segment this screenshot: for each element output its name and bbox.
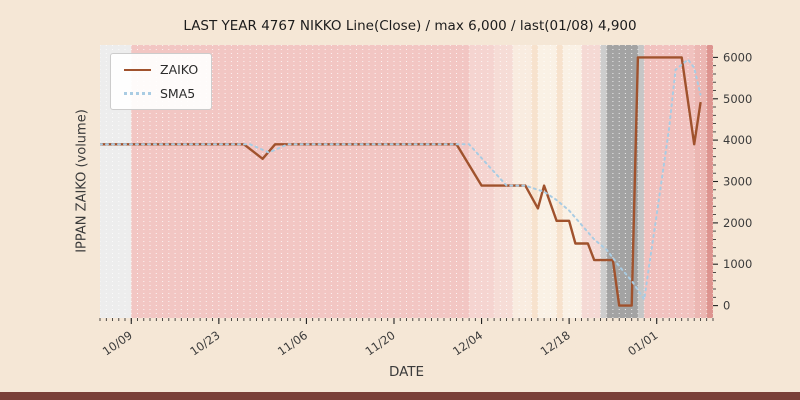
y-tick-label: 2000 bbox=[723, 216, 752, 230]
y-tick-label: 4000 bbox=[723, 133, 752, 147]
x-tick-label: 11/06 bbox=[275, 328, 310, 358]
y-tick-label: 0 bbox=[723, 299, 730, 313]
x-tick-label: 12/04 bbox=[450, 328, 485, 358]
series-line-zaiko bbox=[100, 56, 702, 307]
background-band bbox=[581, 45, 601, 318]
y-tick-label: 1000 bbox=[723, 257, 752, 271]
background-band bbox=[562, 45, 582, 318]
x-axis-label: DATE bbox=[388, 364, 425, 380]
x-tick-label: 01/01 bbox=[625, 328, 660, 358]
x-tick-label: 10/09 bbox=[100, 328, 135, 358]
legend-label-sma5: SMA5 bbox=[160, 86, 196, 101]
zaiko-line-swatch bbox=[124, 68, 151, 71]
y-axis-label: IPPAN ZAIKO (volume) bbox=[74, 109, 90, 253]
series-line-sma5 bbox=[100, 58, 702, 301]
background-band bbox=[531, 45, 538, 318]
bottom-accent-strip bbox=[0, 392, 800, 400]
y-tick-label: 5000 bbox=[723, 92, 752, 106]
background-band bbox=[512, 45, 532, 318]
legend-item-sma5: SMA5 bbox=[124, 86, 198, 101]
background-band bbox=[556, 45, 563, 318]
sma5-line-swatch bbox=[124, 92, 151, 95]
y-tick-label: 3000 bbox=[723, 175, 752, 189]
plot-area bbox=[100, 45, 713, 318]
y-tick-label: 6000 bbox=[723, 50, 752, 64]
legend: ZAIKO SMA5 bbox=[110, 53, 213, 110]
legend-item-zaiko: ZAIKO bbox=[124, 62, 198, 77]
background-band bbox=[637, 45, 645, 318]
background-band bbox=[537, 45, 557, 318]
x-tick-label: 11/20 bbox=[363, 328, 398, 358]
x-tick-label: 12/18 bbox=[538, 328, 573, 358]
background-band bbox=[706, 45, 713, 318]
background-band bbox=[494, 45, 513, 318]
x-tick-label: 10/23 bbox=[187, 328, 222, 358]
legend-label-zaiko: ZAIKO bbox=[160, 62, 199, 77]
background-band bbox=[600, 45, 607, 318]
chart-title: LAST YEAR 4767 NIKKO Line(Close) / max 6… bbox=[183, 18, 637, 34]
